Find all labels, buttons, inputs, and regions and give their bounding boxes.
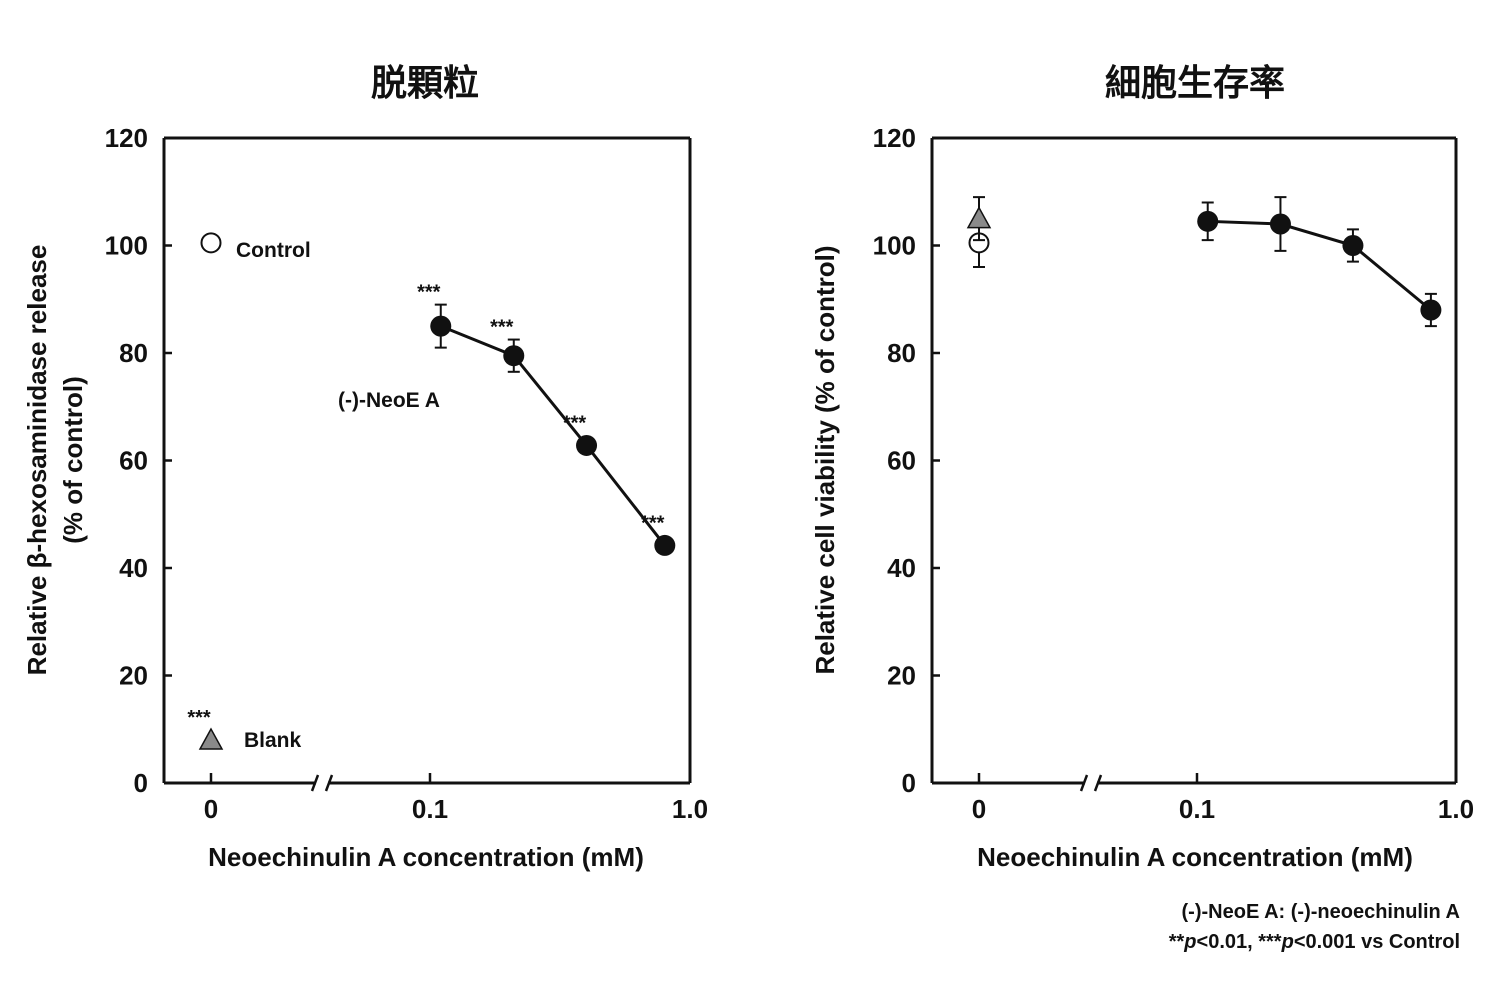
chart-title: 脱顆粒 bbox=[371, 63, 479, 104]
y-axis-label-line2: (% of control) bbox=[58, 376, 88, 544]
y-tick-label: 60 bbox=[887, 446, 916, 476]
axis-break-mark bbox=[1093, 774, 1103, 792]
x-tick-label: 0 bbox=[204, 794, 218, 824]
footnote-p2: p bbox=[1281, 931, 1294, 953]
neoe-label: (-)-NeoE A bbox=[338, 389, 440, 412]
significance-label: *** bbox=[187, 707, 211, 729]
x-tick-label: 0.1 bbox=[412, 794, 448, 824]
footnote-line1: (-)-NeoE A: (-)-neoechinulin A bbox=[1182, 901, 1460, 923]
footnote-mid2: <0.001 vs Control bbox=[1294, 931, 1460, 953]
x-tick-label: 0.1 bbox=[1179, 794, 1215, 824]
chart-cell-viability: 細胞生存率 Neoechinulin A concentration (mM) … bbox=[810, 63, 1474, 872]
data-point bbox=[576, 434, 598, 456]
footnote-mid1: <0.01, *** bbox=[1197, 931, 1282, 953]
footnote-line2: **p<0.01, ***p<0.001 vs Control bbox=[1169, 931, 1460, 953]
significance-label: *** bbox=[641, 512, 665, 534]
y-tick-label: 100 bbox=[105, 231, 148, 261]
y-tick-label: 80 bbox=[887, 338, 916, 368]
y-tick-label: 0 bbox=[902, 768, 916, 798]
significance-label: *** bbox=[417, 282, 441, 304]
y-tick-label: 60 bbox=[119, 446, 148, 476]
axis-break-mark bbox=[310, 774, 320, 792]
series-line bbox=[1207, 219, 1432, 312]
y-tick-label: 80 bbox=[119, 338, 148, 368]
x-tick-label: 1.0 bbox=[672, 794, 708, 824]
y-tick-label: 100 bbox=[873, 231, 916, 261]
significance-label: *** bbox=[490, 317, 514, 339]
y-tick-label: 20 bbox=[119, 661, 148, 691]
y-tick-label: 120 bbox=[105, 123, 148, 153]
y-tick-label: 20 bbox=[887, 661, 916, 691]
data-point bbox=[503, 345, 525, 367]
axis-break-mark bbox=[324, 774, 334, 792]
x-axis-label: Neoechinulin A concentration (mM) bbox=[977, 842, 1413, 872]
data-point-control bbox=[200, 232, 222, 254]
control-label: Control bbox=[236, 239, 311, 262]
y-axis-label: Relative cell viability (% of control) bbox=[810, 245, 840, 674]
y-tick-label: 120 bbox=[873, 123, 916, 153]
blank-label: Blank bbox=[244, 729, 302, 752]
data-point bbox=[1269, 213, 1291, 235]
chart-title: 細胞生存率 bbox=[1105, 63, 1285, 104]
axis-break-mark bbox=[1079, 774, 1089, 792]
data-point bbox=[430, 315, 452, 337]
significance-label: *** bbox=[563, 412, 587, 434]
y-tick-label: 0 bbox=[134, 768, 148, 798]
chart-degranulation: 脱顆粒 Neoechinulin A concentration (mM) Re… bbox=[22, 63, 708, 872]
data-point-blank bbox=[966, 206, 992, 229]
footnote-p1: p bbox=[1183, 931, 1196, 953]
x-axis-label: Neoechinulin A concentration (mM) bbox=[208, 842, 644, 872]
x-tick-label: 0 bbox=[972, 794, 986, 824]
data-point bbox=[654, 534, 676, 556]
series-line bbox=[440, 324, 666, 547]
footnote-prefix: ** bbox=[1169, 931, 1185, 953]
y-tick-label: 40 bbox=[119, 553, 148, 583]
y-axis-label-line1: Relative β-hexosaminidase release bbox=[22, 245, 52, 676]
data-point bbox=[1342, 235, 1364, 256]
y-tick-label: 40 bbox=[887, 553, 916, 583]
data-point bbox=[1420, 299, 1442, 321]
data-point-blank bbox=[198, 727, 224, 750]
x-tick-label: 1.0 bbox=[1438, 794, 1474, 824]
footnote: (-)-NeoE A: (-)-neoechinulin A **p<0.01,… bbox=[1169, 901, 1460, 953]
data-point bbox=[1197, 210, 1219, 232]
